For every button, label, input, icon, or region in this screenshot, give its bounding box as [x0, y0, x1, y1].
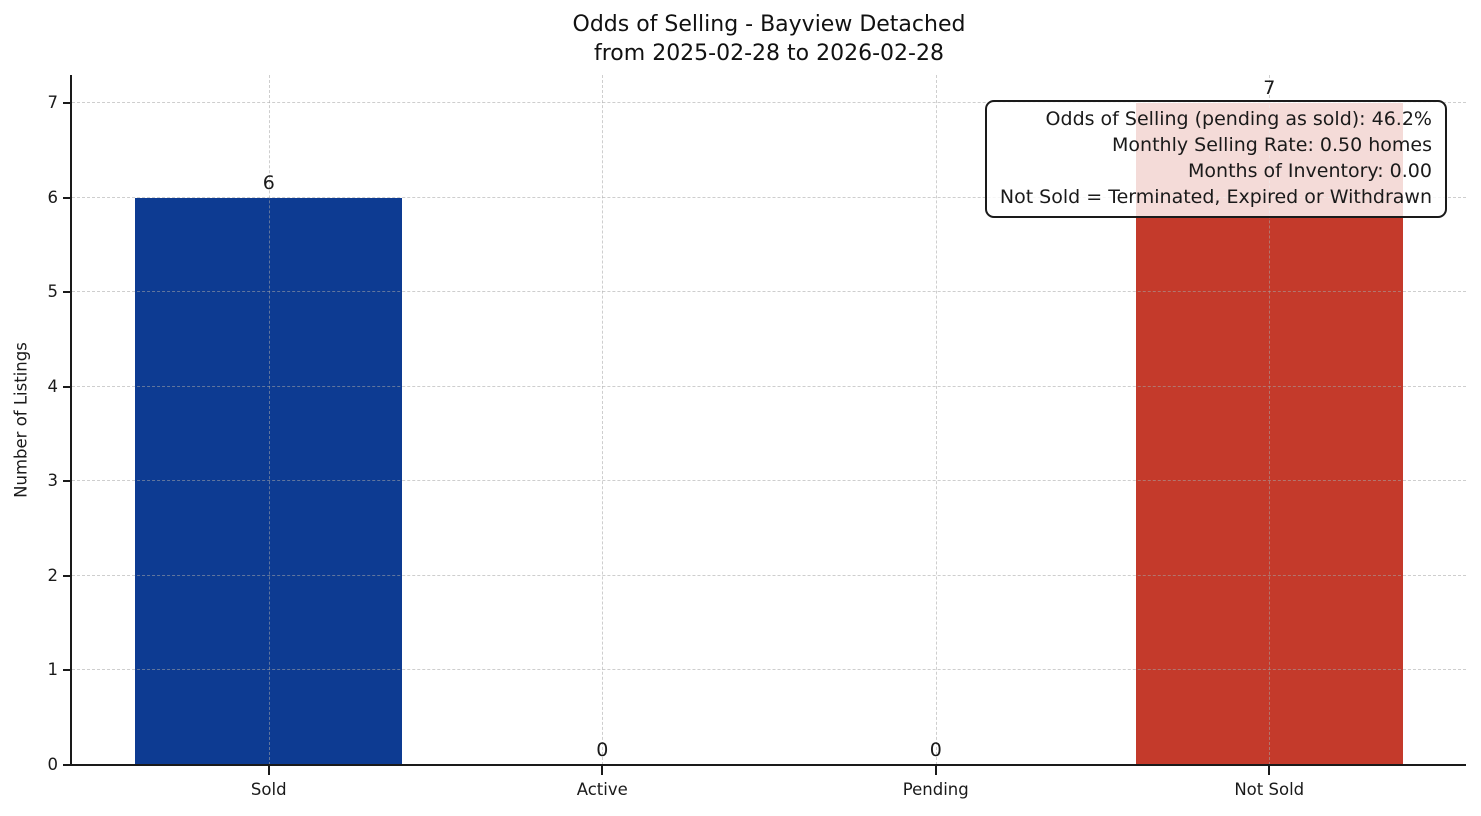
y-tick-mark-5 — [63, 291, 72, 294]
y-tick-mark-3 — [63, 480, 72, 483]
annotation-line-inventory: Months of Inventory: 0.00 — [1188, 160, 1432, 182]
x-tick-mark-sold — [267, 766, 270, 775]
annotation-box: Odds of Selling (pending as sold): 46.2%… — [984, 100, 1447, 218]
y-tick-mark-6 — [63, 196, 72, 199]
x-tick-mark-active — [601, 766, 604, 775]
gridline-horizontal-4 — [72, 385, 1466, 387]
bar-value-label-sold: 6 — [262, 171, 275, 194]
y-tick-label-6: 6 — [47, 187, 59, 207]
y-axis-spine — [70, 75, 72, 766]
annotation-line-selling-rate: Monthly Selling Rate: 0.50 homes — [1112, 134, 1432, 156]
bar-value-label-active: 0 — [596, 739, 609, 761]
annotation-line-not-sold-definition: Not Sold = Terminated, Expired or Withdr… — [999, 186, 1432, 208]
y-tick-label-1: 1 — [47, 660, 59, 680]
y-tick-label-0: 0 — [47, 755, 59, 774]
chart-title-line-2: from 2025-02-28 to 2026-02-28 — [594, 41, 944, 66]
bar-value-label-not-sold: 7 — [1263, 77, 1276, 100]
chart-title-line-1: Odds of Selling - Bayview Detached — [572, 12, 966, 37]
x-tick-label-active: Active — [576, 780, 628, 799]
bar-value-label-pending: 0 — [929, 739, 942, 761]
x-tick-mark-pending — [934, 766, 937, 775]
gridline-vertical-pending — [935, 75, 937, 765]
gridline-horizontal-6 — [72, 196, 1466, 198]
gridline-horizontal-7 — [72, 102, 1466, 104]
y-tick-mark-1 — [63, 669, 72, 672]
gridline-horizontal-2 — [72, 574, 1466, 576]
gridline-horizontal-5 — [72, 291, 1466, 293]
y-tick-mark-2 — [63, 574, 72, 577]
y-tick-mark-7 — [63, 102, 72, 105]
annotation-line-odds: Odds of Selling (pending as sold): 46.2% — [1045, 108, 1432, 130]
y-tick-label-2: 2 — [47, 565, 59, 585]
x-tick-label-sold: Sold — [250, 780, 287, 799]
gridline-vertical-not-sold — [1269, 75, 1271, 765]
x-tick-label-pending: Pending — [902, 780, 969, 799]
y-tick-label-4: 4 — [47, 376, 59, 396]
y-tick-mark-4 — [63, 385, 72, 388]
chart-title: Odds of Selling - Bayview Detached from … — [72, 10, 1466, 68]
x-tick-label-not-sold: Not Sold — [1234, 780, 1305, 799]
gridline-horizontal-3 — [72, 480, 1466, 482]
y-tick-label-3: 3 — [47, 471, 59, 491]
y-tick-label-7: 7 — [47, 93, 59, 113]
y-tick-mark-0 — [63, 764, 72, 766]
x-tick-mark-not-sold — [1268, 766, 1271, 775]
gridline-vertical-active — [602, 75, 604, 765]
y-tick-label-5: 5 — [47, 282, 59, 302]
gridline-vertical-sold — [268, 75, 270, 765]
gridline-horizontal-1 — [72, 669, 1466, 671]
x-axis-spine — [70, 764, 1466, 766]
